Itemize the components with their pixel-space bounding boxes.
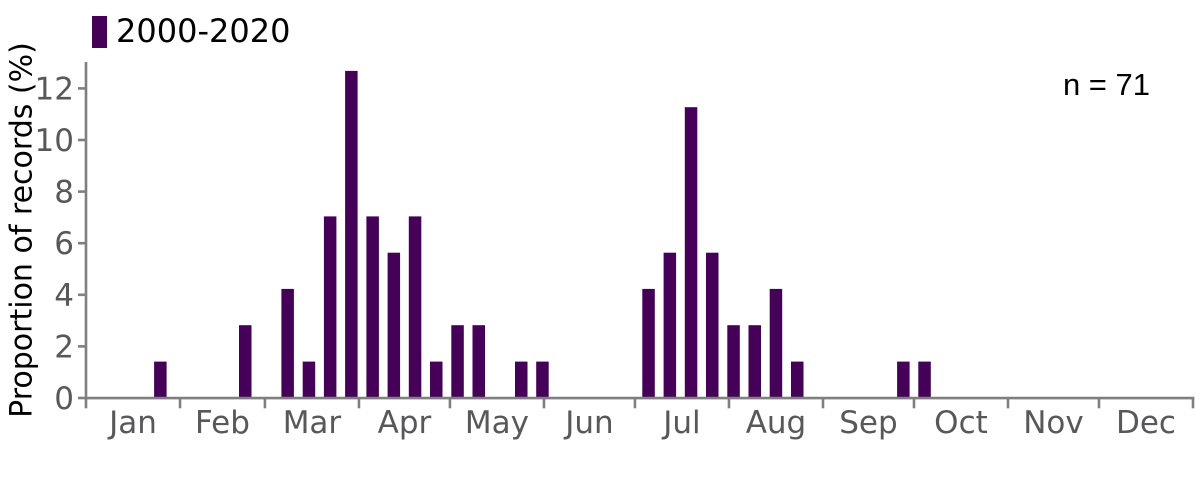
bar-week-10 bbox=[281, 288, 294, 398]
bar-week-14 bbox=[366, 216, 379, 398]
x-tick-label-May: May bbox=[465, 405, 529, 441]
sample-size-annotation: n = 71 bbox=[1062, 67, 1150, 102]
x-tick-label-Feb: Feb bbox=[195, 405, 250, 441]
y-tick-label-4: 4 bbox=[54, 278, 74, 314]
x-tick-label-Jun: Jun bbox=[563, 405, 613, 441]
bar-week-17 bbox=[430, 361, 443, 398]
bar-week-19 bbox=[472, 325, 485, 398]
bar-week-27 bbox=[642, 288, 655, 398]
legend-color-swatch bbox=[92, 15, 107, 48]
y-tick-label-0: 0 bbox=[54, 381, 74, 417]
legend: 2000-2020 bbox=[92, 15, 290, 48]
y-axis-title: Proportion of records (%) bbox=[4, 42, 40, 418]
bar-week-4 bbox=[154, 361, 167, 398]
bar-week-11 bbox=[302, 361, 316, 398]
bar-week-32 bbox=[748, 325, 761, 398]
x-tick-label-Jan: Jan bbox=[107, 405, 157, 441]
bar-week-21 bbox=[515, 361, 528, 398]
y-tick-label-12: 12 bbox=[35, 71, 74, 107]
bar-week-13 bbox=[345, 70, 358, 399]
bar-week-30 bbox=[706, 252, 719, 398]
x-tick-label-Mar: Mar bbox=[283, 405, 342, 441]
y-tick-label-10: 10 bbox=[35, 123, 74, 159]
legend-label: 2000-2020 bbox=[116, 12, 291, 50]
x-tick-label-Nov: Nov bbox=[1023, 405, 1084, 441]
x-tick-label-Aug: Aug bbox=[746, 405, 807, 441]
bar-week-28 bbox=[663, 252, 677, 398]
bar-week-15 bbox=[387, 252, 401, 398]
x-tick-label-Apr: Apr bbox=[378, 405, 432, 441]
bar-week-31 bbox=[727, 325, 740, 398]
x-tick-label-Jul: Jul bbox=[661, 405, 700, 441]
bar-week-8 bbox=[239, 325, 252, 398]
y-tick-label-6: 6 bbox=[54, 226, 74, 262]
y-tick-label-2: 2 bbox=[54, 329, 74, 365]
x-tick-label-Sep: Sep bbox=[839, 405, 897, 441]
bar-week-34 bbox=[791, 361, 804, 398]
x-tick-label-Oct: Oct bbox=[934, 405, 988, 441]
x-tick-label-Dec: Dec bbox=[1116, 405, 1176, 441]
bar-week-29 bbox=[684, 107, 698, 398]
bar-week-40 bbox=[918, 361, 931, 398]
y-tick-label-8: 8 bbox=[54, 175, 74, 211]
bar-week-12 bbox=[323, 216, 337, 398]
bar-week-33 bbox=[769, 288, 783, 398]
bar-week-22 bbox=[536, 361, 549, 398]
bar-week-16 bbox=[408, 216, 422, 398]
bar-week-39 bbox=[897, 361, 910, 398]
bar-week-18 bbox=[451, 325, 464, 398]
